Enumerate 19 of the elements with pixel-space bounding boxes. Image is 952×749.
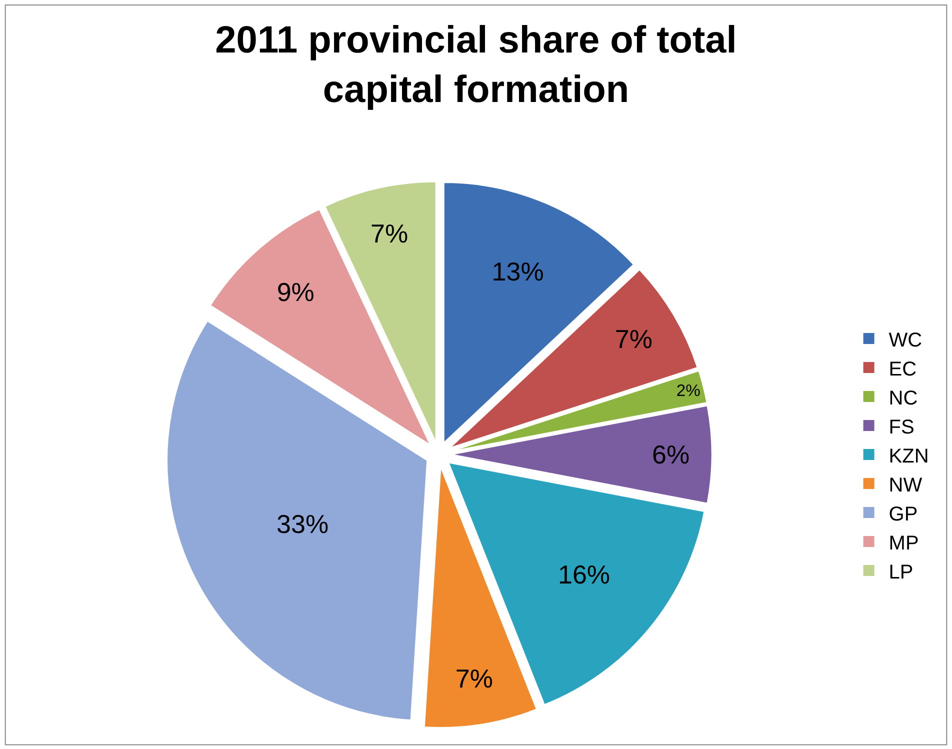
legend-label: EC (888, 358, 917, 380)
legend-label: NC (888, 387, 918, 410)
legend-label: LP (888, 561, 914, 584)
data-label: 7% (370, 218, 408, 248)
chart-title: 2011 provincial share of total capital formation (215, 19, 737, 111)
data-label: 16% (558, 560, 610, 590)
legend-label: WC (888, 329, 922, 352)
legend-label: FS (888, 416, 914, 438)
legend-label: KZN (888, 445, 929, 468)
legend-label: MP (888, 532, 919, 554)
data-label: 7% (614, 324, 652, 354)
legend-label: GP (888, 503, 918, 526)
data-label: 2% (676, 381, 701, 400)
data-label: 13% (492, 256, 544, 287)
data-label: 9% (276, 277, 314, 308)
data-label: 33% (276, 508, 329, 539)
data-label: 6% (652, 440, 690, 470)
data-label: 7% (455, 663, 493, 694)
legend-label: NW (888, 474, 922, 496)
